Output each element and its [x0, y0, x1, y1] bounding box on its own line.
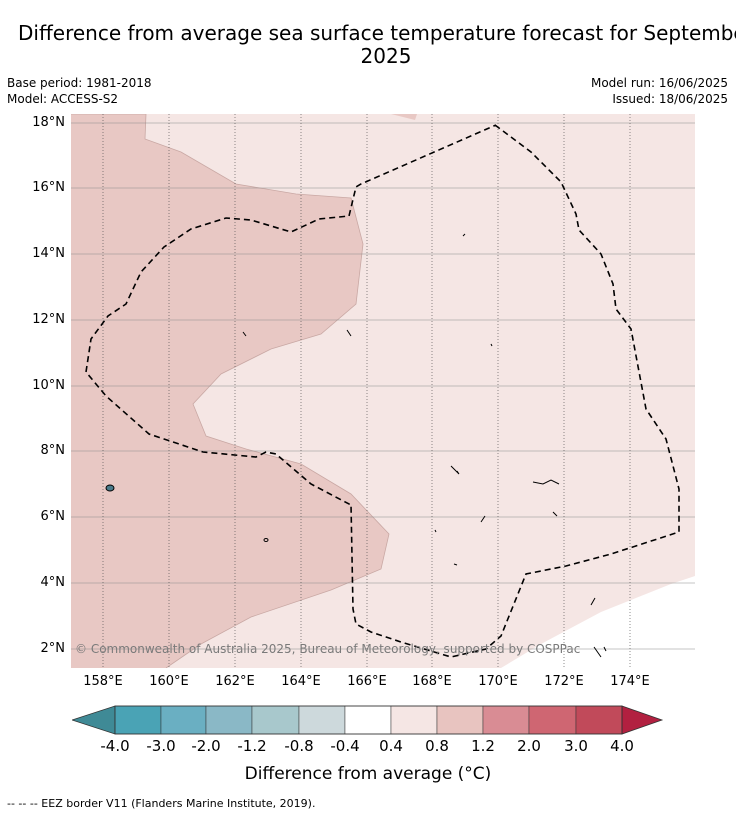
meta-right: Model run: 16/06/2025 Issued: 18/06/2025	[591, 75, 728, 107]
latitude-label: 12°N	[32, 312, 65, 327]
latitude-label: 16°N	[32, 180, 65, 195]
colorbar-extend-high	[621, 705, 664, 735]
colorbar-tick-label: -4.0	[100, 737, 130, 755]
island	[263, 538, 269, 542]
map-title: Difference from average sea surface temp…	[18, 21, 736, 68]
colorbar-segment	[390, 705, 438, 735]
latitude-label: 4°N	[40, 575, 66, 590]
colorbar-tick-label: -0.4	[330, 737, 360, 755]
colorbar-title: Difference from average (°C)	[244, 764, 492, 784]
colorbar-tick-label: -2.0	[191, 737, 221, 755]
meta-left: Base period: 1981-2018 Model: ACCESS-S2	[7, 75, 152, 107]
latitude-label: 14°N	[32, 246, 65, 261]
colorbar-segment	[160, 705, 207, 735]
longitude-label: 166°E	[347, 674, 387, 689]
gridlines	[71, 114, 695, 668]
colorbar-tick-label: 2.0	[517, 737, 541, 755]
longitude-label: 160°E	[149, 674, 189, 689]
atolls	[242, 233, 607, 658]
latitude-label: 10°N	[32, 378, 65, 393]
colorbar-segment	[298, 705, 346, 735]
contour-line	[71, 114, 390, 668]
latitude-label: 6°N	[40, 509, 66, 524]
longitude-label: 174°E	[610, 674, 650, 689]
map-panel	[71, 114, 695, 668]
issued-date: Issued: 18/06/2025	[612, 92, 728, 106]
anomaly-field-patch	[391, 114, 417, 120]
colorbar-segment	[251, 705, 300, 735]
model-run: Model run: 16/06/2025	[590, 76, 728, 90]
anomaly-field-neutral	[501, 576, 695, 668]
islands	[105, 233, 607, 658]
longitude-label: 158°E	[83, 674, 123, 689]
longitude-label: 172°E	[544, 674, 584, 689]
longitude-label: 170°E	[478, 674, 518, 689]
latitude-label: 8°N	[40, 443, 66, 458]
island	[105, 484, 115, 492]
colorbar-segment	[344, 705, 392, 735]
colorbar-tick-label: -3.0	[146, 737, 176, 755]
anomaly-field-0.8-1.2	[71, 114, 389, 668]
longitude-label: 162°E	[215, 674, 255, 689]
eez-legend-note: -- -- -- EEZ border V11 (Flanders Marine…	[7, 797, 316, 810]
longitude-label: 168°E	[412, 674, 452, 689]
base-period: Base period: 1981-2018	[7, 76, 152, 90]
colorbar-extend-low	[72, 705, 116, 735]
colorbar-segment	[205, 705, 253, 735]
colorbar-tick-label: 0.8	[425, 737, 449, 755]
colorbar-segment	[436, 705, 484, 735]
map-canvas	[71, 114, 695, 668]
longitude-label: 164°E	[281, 674, 321, 689]
colorbar	[72, 705, 664, 735]
colorbar-tick-label: -1.2	[237, 737, 267, 755]
eez-border	[85, 124, 680, 658]
latitude-label: 2°N	[40, 641, 66, 656]
copyright-note: © Commonwealth of Australia 2025, Bureau…	[75, 642, 581, 656]
colorbar-frame	[114, 705, 623, 735]
colorbar-segment	[575, 705, 623, 735]
colorbar-segment	[114, 705, 162, 735]
colorbar-segment	[528, 705, 577, 735]
colorbar-tick-label: -0.8	[284, 737, 314, 755]
latitude-label: 18°N	[32, 115, 65, 130]
colorbar-tick-label: 3.0	[564, 737, 588, 755]
model-name: Model: ACCESS-S2	[7, 92, 119, 106]
colorbar-tick-label: 4.0	[610, 737, 634, 755]
colorbar-tick-label: 1.2	[471, 737, 495, 755]
colorbar-tick-label: 0.4	[379, 737, 403, 755]
colorbar-segment	[482, 705, 530, 735]
